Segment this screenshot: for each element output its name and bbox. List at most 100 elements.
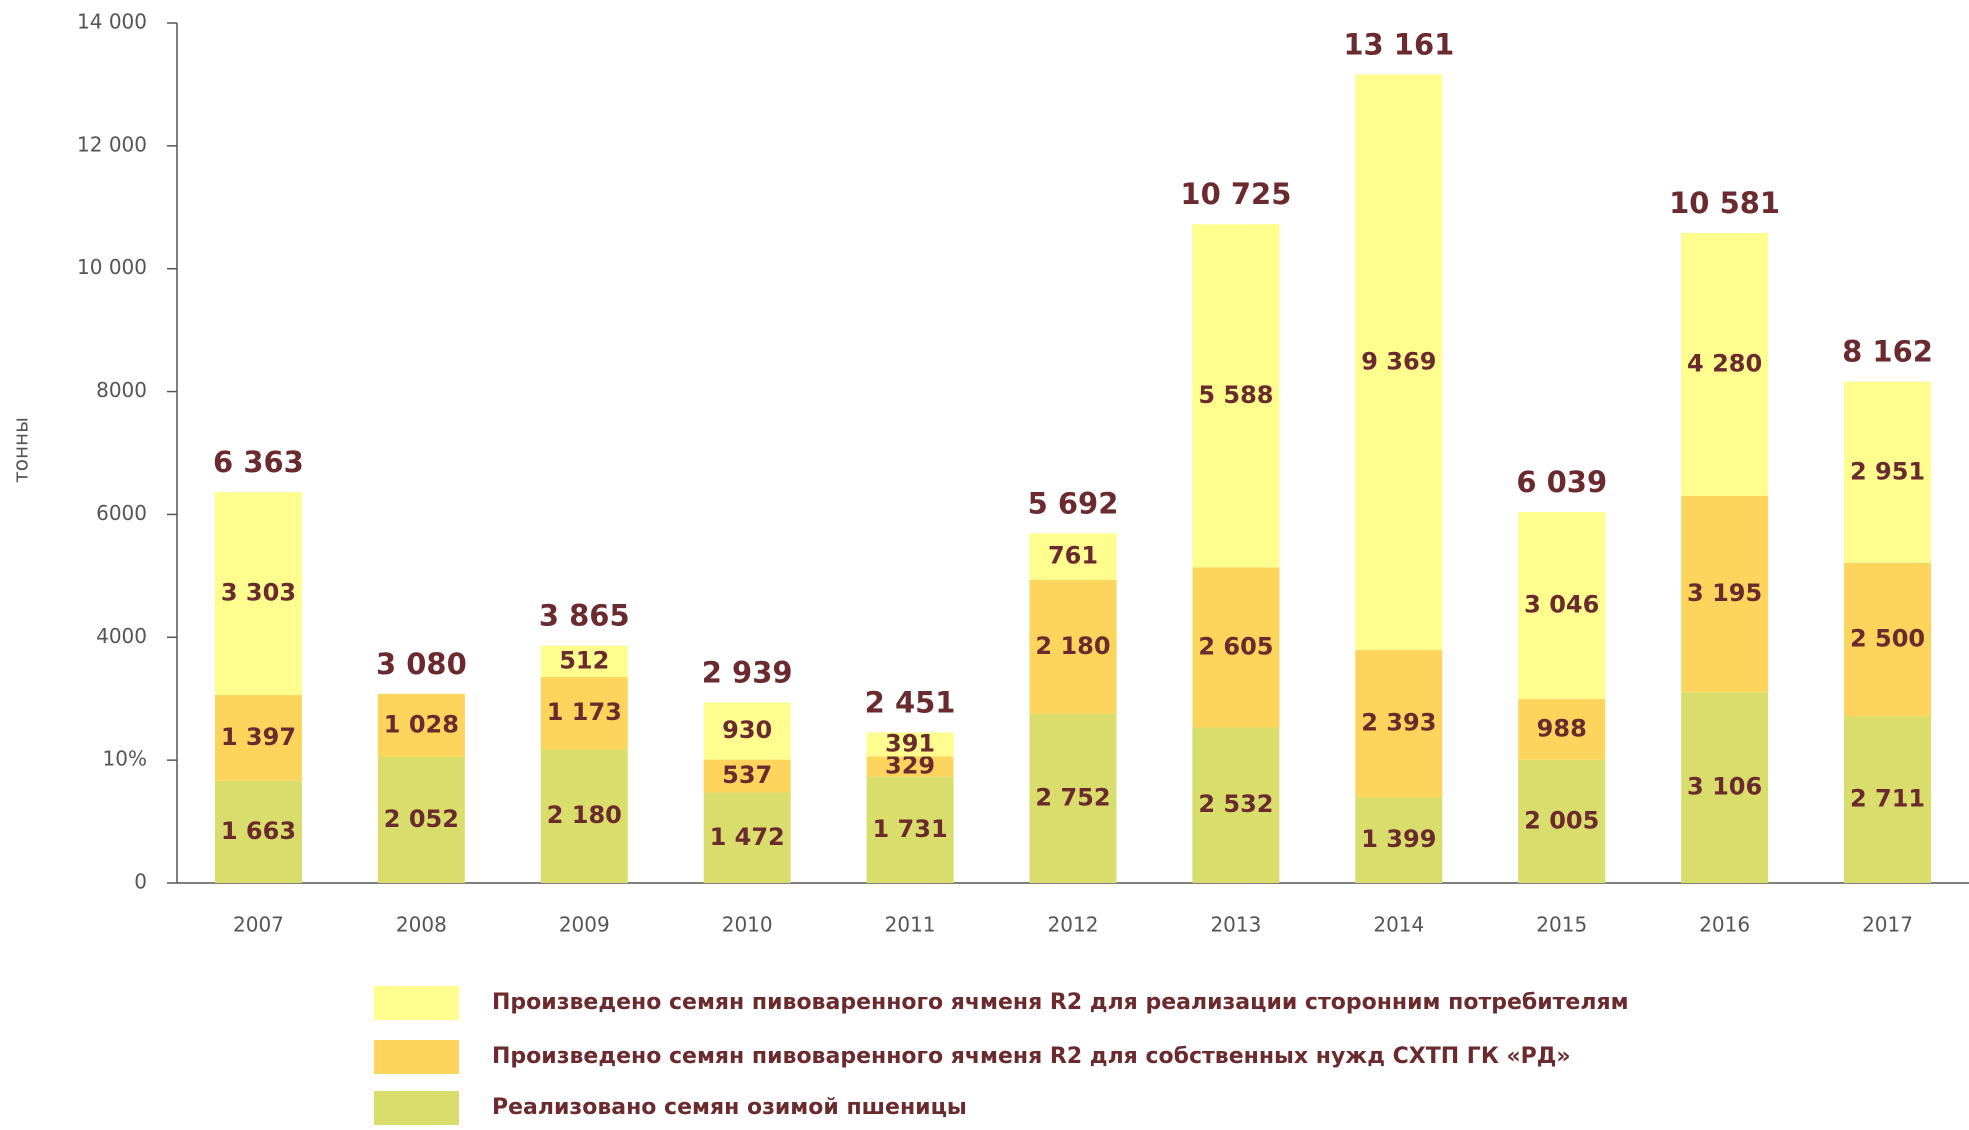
total-label: 3 865 <box>539 599 630 633</box>
bar-segment <box>1355 650 1443 798</box>
bar-segment <box>1029 533 1117 581</box>
bar-segment <box>377 693 465 757</box>
x-tick-label: 2017 <box>1862 913 1913 937</box>
segment-label: 988 <box>1537 714 1587 742</box>
bar-segment <box>214 492 302 696</box>
bar-segment <box>1681 495 1769 693</box>
segment-label: 930 <box>722 716 772 744</box>
segment-label: 1 663 <box>221 817 296 845</box>
total-label: 5 692 <box>1028 486 1119 520</box>
bar-segment <box>866 756 954 777</box>
total-label: 2 939 <box>702 655 793 689</box>
segment-label: 512 <box>559 646 609 674</box>
segment-label: 3 106 <box>1687 773 1762 801</box>
legend-label: Произведено семян пивоваренного ячменя R… <box>492 990 1629 1015</box>
bar-segment <box>1681 233 1769 496</box>
segment-label: 2 180 <box>1035 632 1110 660</box>
total-label: 10 581 <box>1669 186 1780 220</box>
bar-segment <box>1029 580 1117 714</box>
legend-label: Произведено семян пивоваренного ячменя R… <box>492 1044 1571 1069</box>
x-tick-label: 2010 <box>722 913 773 937</box>
legend-label: Реализовано семян озимой пшеницы <box>492 1095 967 1120</box>
segment-label: 2 532 <box>1198 790 1273 818</box>
total-label: 6 039 <box>1516 465 1607 499</box>
segment-label: 1 731 <box>873 815 948 843</box>
x-tick-label: 2012 <box>1048 913 1099 937</box>
x-tick-label: 2014 <box>1373 913 1424 937</box>
legend-swatch <box>374 986 459 1020</box>
segment-label: 761 <box>1048 542 1098 570</box>
segment-label: 2 951 <box>1850 457 1925 485</box>
x-tick-label: 2007 <box>233 913 284 937</box>
bar-segment <box>1029 713 1117 883</box>
bar-segment <box>703 759 791 793</box>
segment-label: 391 <box>885 729 935 757</box>
y-tick-label: 0 <box>134 870 147 894</box>
bar-segment <box>214 695 302 781</box>
segment-label: 5 588 <box>1198 381 1273 409</box>
x-tick-label: 2011 <box>885 913 936 937</box>
bar-segment <box>377 756 465 883</box>
y-tick-label: 10 000 <box>77 255 147 279</box>
bar-segment <box>1192 727 1280 883</box>
total-label: 6 363 <box>213 445 304 479</box>
bar-segment <box>1518 512 1606 700</box>
y-tick-label: 12 000 <box>77 132 147 156</box>
bar-segment <box>1681 692 1769 883</box>
segment-label: 4 280 <box>1687 349 1762 377</box>
y-axis-label: тонны <box>9 417 33 483</box>
y-tick-label: 8000 <box>96 378 147 402</box>
bar-segment <box>1844 562 1932 717</box>
segment-label: 2 393 <box>1361 709 1436 737</box>
bar-segment <box>540 749 628 883</box>
segment-label: 1 399 <box>1361 825 1436 853</box>
total-label: 8 162 <box>1842 335 1933 369</box>
segment-label: 1 028 <box>384 710 459 738</box>
total-label: 3 080 <box>376 647 467 681</box>
x-tick-label: 2008 <box>396 913 447 937</box>
total-label: 13 161 <box>1343 28 1454 62</box>
bar-segment <box>540 677 628 750</box>
bar-segment <box>1355 797 1443 883</box>
segment-label: 3 046 <box>1524 591 1599 619</box>
bar-segment <box>1518 699 1606 760</box>
segment-label: 2 005 <box>1524 806 1599 834</box>
y-tick-label: 10% <box>103 747 147 771</box>
bar-segment <box>1844 381 1932 563</box>
x-tick-label: 2016 <box>1699 913 1750 937</box>
bar-segment <box>1518 759 1606 883</box>
x-tick-label: 2013 <box>1210 913 1261 937</box>
bar-segment <box>1192 224 1280 568</box>
segment-label: 1 472 <box>710 823 785 851</box>
segment-label: 3 195 <box>1687 579 1762 607</box>
bar-segment <box>540 645 628 678</box>
bar-segment <box>703 702 791 760</box>
legend-swatch <box>374 1040 459 1074</box>
segment-label: 2 500 <box>1850 625 1925 653</box>
bar-segment <box>866 732 954 757</box>
segment-label: 3 303 <box>221 579 296 607</box>
y-tick-label: 4000 <box>96 624 147 648</box>
segment-label: 9 369 <box>1361 347 1436 375</box>
total-label: 10 725 <box>1180 177 1291 211</box>
bar-segment <box>703 792 791 883</box>
segment-label: 1 397 <box>221 723 296 751</box>
segment-label: 2 752 <box>1035 783 1110 811</box>
segment-label: 537 <box>722 761 772 789</box>
y-tick-label: 6000 <box>96 501 147 525</box>
segment-label: 2 711 <box>1850 785 1925 813</box>
bar-segment <box>214 780 302 883</box>
bar-segment <box>1192 567 1280 728</box>
total-label: 2 451 <box>865 685 956 719</box>
x-tick-label: 2009 <box>559 913 610 937</box>
bar-segment <box>1844 716 1932 883</box>
legend-swatch <box>374 1091 459 1125</box>
segment-label: 1 173 <box>547 698 622 726</box>
segment-label: 2 605 <box>1198 632 1273 660</box>
y-tick-label: 14 000 <box>77 10 147 34</box>
segment-label: 2 180 <box>547 801 622 829</box>
segment-label: 2 052 <box>384 805 459 833</box>
bar-segment <box>1355 74 1443 651</box>
bar-segment <box>866 776 954 883</box>
